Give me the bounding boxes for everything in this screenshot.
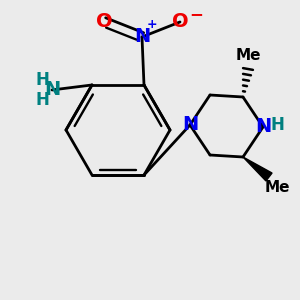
Text: O: O xyxy=(96,13,112,32)
Text: −: − xyxy=(189,5,203,23)
Text: N: N xyxy=(134,28,150,46)
Text: +: + xyxy=(147,19,157,32)
Text: N: N xyxy=(44,80,60,100)
Text: H: H xyxy=(270,116,284,134)
Text: N: N xyxy=(255,118,271,136)
Text: H: H xyxy=(35,71,49,89)
Text: Me: Me xyxy=(264,179,290,194)
Text: H: H xyxy=(35,91,49,109)
Polygon shape xyxy=(243,157,272,181)
Text: O: O xyxy=(172,13,188,32)
Text: Me: Me xyxy=(235,47,261,62)
Text: N: N xyxy=(182,116,198,134)
